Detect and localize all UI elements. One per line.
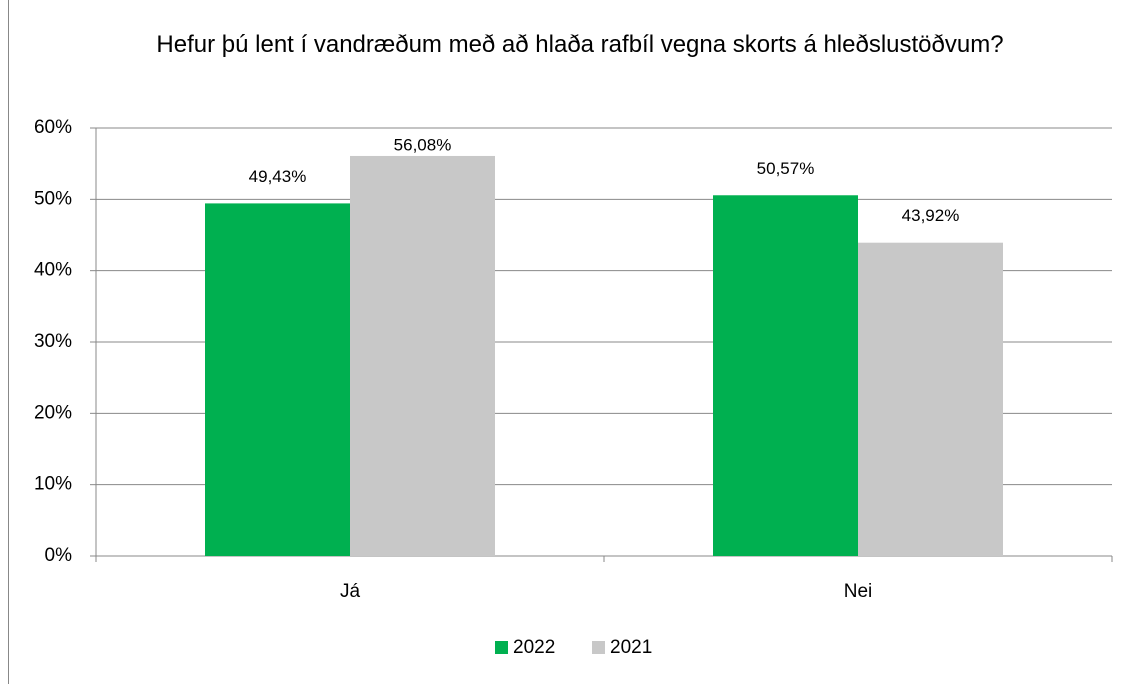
y-tick-label: 0% (45, 545, 73, 566)
x-tick-label: Já (340, 581, 361, 602)
y-tick-label: 10% (34, 474, 72, 495)
chart-title: Hefur þú lent í vandræðum með að hlaða r… (156, 31, 1004, 58)
bar (205, 203, 350, 556)
legend-swatch (495, 641, 508, 654)
value-label: 49,43% (249, 167, 307, 186)
legend-swatch (592, 641, 605, 654)
legend-label: 2021 (610, 637, 652, 658)
legend-label: 2022 (513, 637, 555, 658)
y-tick-label: 40% (34, 260, 72, 281)
y-tick-label: 20% (34, 402, 72, 423)
bar (858, 242, 1003, 557)
x-tick-label: Nei (844, 581, 873, 602)
bar (713, 195, 858, 556)
y-tick-label: 60% (34, 117, 72, 138)
bar (350, 155, 495, 557)
y-tick-label: 50% (34, 188, 72, 209)
value-label: 56,08% (394, 135, 452, 154)
y-tick-label: 30% (34, 331, 72, 352)
value-label: 50,57% (757, 159, 815, 178)
value-label: 43,92% (902, 206, 960, 225)
chart-border (8, 0, 9, 684)
